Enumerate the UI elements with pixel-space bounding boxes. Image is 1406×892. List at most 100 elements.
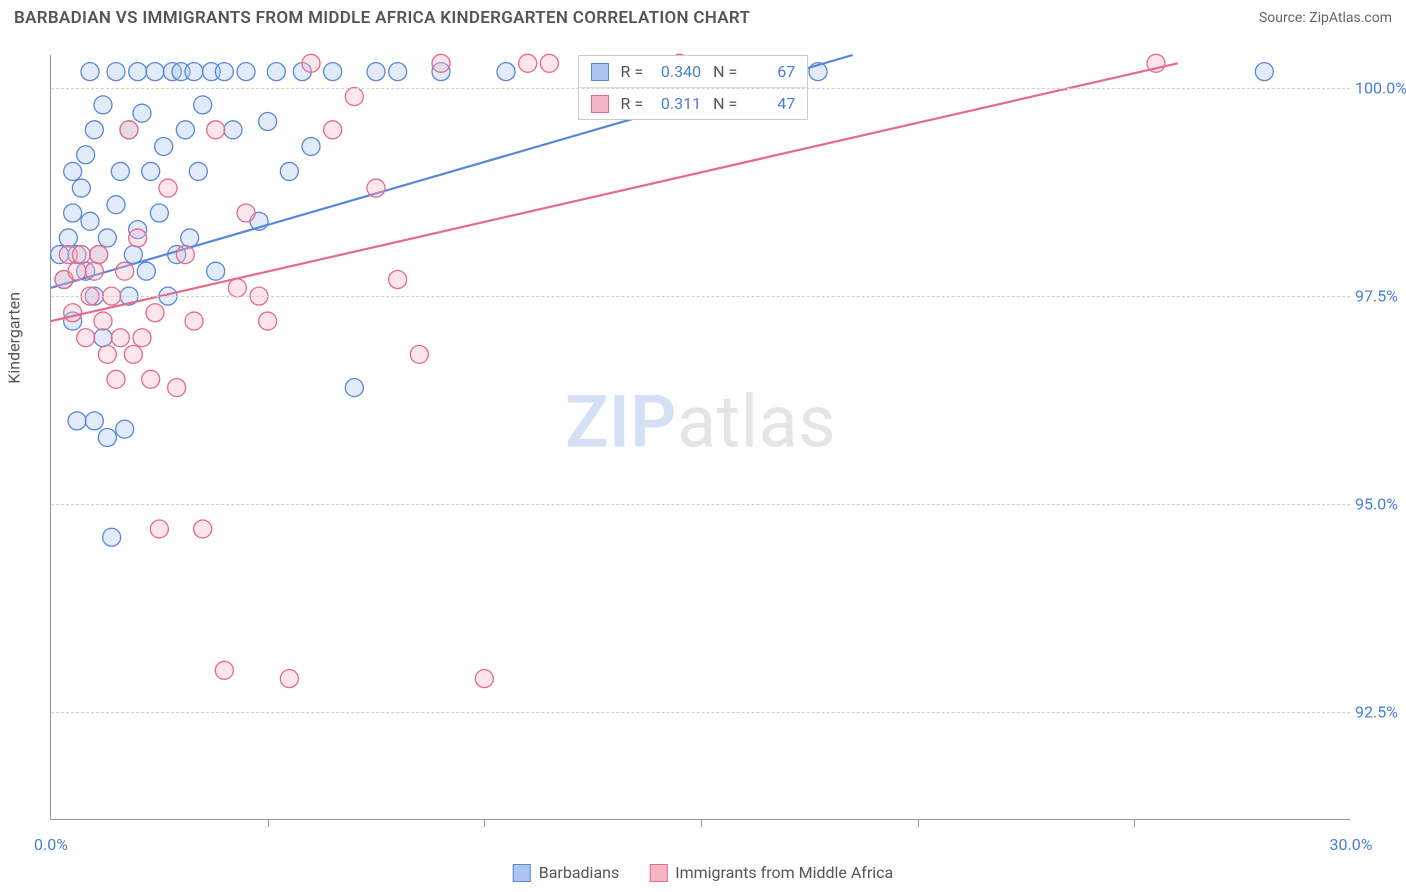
x-tick-label: 0.0%: [34, 835, 68, 854]
legend-swatch: [513, 864, 531, 882]
scatter-point: [85, 412, 103, 430]
source-attribution: Source: ZipAtlas.com: [1259, 10, 1392, 26]
scatter-point: [324, 121, 342, 139]
scatter-point: [159, 179, 177, 197]
scatter-point: [410, 345, 428, 363]
y-tick-label: 100.0%: [1355, 79, 1406, 98]
scatter-point: [189, 162, 207, 180]
scatter-point: [129, 229, 147, 247]
scatter-point: [94, 312, 112, 330]
stat-row: R =0.311N =47: [579, 88, 808, 119]
scatter-point: [168, 379, 186, 397]
scatter-point: [155, 137, 173, 155]
legend-item: Immigrants from Middle Africa: [649, 863, 893, 882]
scatter-point: [185, 63, 203, 81]
stat-swatch: [591, 95, 609, 113]
scatter-point: [107, 370, 125, 388]
scatter-point: [237, 63, 255, 81]
scatter-point: [176, 246, 194, 264]
scatter-point: [367, 179, 385, 197]
scatter-point: [81, 212, 99, 230]
scatter-point: [146, 63, 164, 81]
stat-r-label: R =: [621, 94, 644, 113]
chart-title: BARBADIAN VS IMMIGRANTS FROM MIDDLE AFRI…: [14, 8, 750, 28]
scatter-point: [207, 121, 225, 139]
scatter-point: [116, 262, 134, 280]
scatter-point: [59, 229, 77, 247]
legend-label: Barbadians: [539, 863, 620, 882]
scatter-point: [267, 63, 285, 81]
scatter-point: [259, 113, 277, 131]
x-minor-tick: [918, 819, 919, 827]
scatter-point: [302, 54, 320, 72]
scatter-point: [345, 88, 363, 106]
source-link[interactable]: ZipAtlas.com: [1309, 10, 1392, 26]
x-minor-tick: [701, 819, 702, 827]
scatter-point: [207, 262, 225, 280]
scatter-point: [280, 670, 298, 688]
gridline: [51, 296, 1350, 297]
scatter-point: [367, 63, 385, 81]
scatter-point: [64, 162, 82, 180]
gridline: [51, 712, 1350, 713]
scatter-point: [146, 304, 164, 322]
stat-r-value: 0.311: [655, 94, 701, 113]
scatter-point: [540, 54, 558, 72]
stat-n-value: 47: [749, 94, 795, 113]
stat-r-label: R =: [621, 62, 644, 81]
scatter-point: [185, 312, 203, 330]
scatter-point: [107, 196, 125, 214]
legend-item: Barbadians: [513, 863, 620, 882]
scatter-point: [77, 146, 95, 164]
scatter-point: [133, 329, 151, 347]
scatter-point: [237, 204, 255, 222]
scatter-point: [475, 670, 493, 688]
scatter-point: [194, 520, 212, 538]
x-minor-tick: [268, 819, 269, 827]
scatter-point: [94, 96, 112, 114]
x-minor-tick: [484, 819, 485, 827]
scatter-point: [64, 204, 82, 222]
legend-swatch: [649, 864, 667, 882]
scatter-point: [228, 279, 246, 297]
scatter-point: [77, 329, 95, 347]
stat-n-label: N =: [713, 62, 737, 81]
scatter-point: [497, 63, 515, 81]
scatter-point: [68, 262, 86, 280]
scatter-point: [389, 271, 407, 289]
scatter-point: [111, 329, 129, 347]
scatter-point: [142, 370, 160, 388]
scatter-point: [98, 429, 116, 447]
scatter-point: [68, 412, 86, 430]
scatter-point: [389, 63, 407, 81]
scatter-point: [72, 246, 90, 264]
stat-row: R =0.340N =67: [579, 56, 808, 88]
scatter-point: [116, 420, 134, 438]
scatter-point: [72, 179, 90, 197]
y-tick-label: 97.5%: [1355, 287, 1406, 306]
scatter-point: [1255, 63, 1273, 81]
scatter-point: [215, 63, 233, 81]
scatter-point: [215, 661, 233, 679]
stat-n-value: 67: [749, 62, 795, 81]
scatter-point: [94, 329, 112, 347]
scatter-point: [111, 162, 129, 180]
scatter-point: [150, 520, 168, 538]
legend-label: Immigrants from Middle Africa: [675, 863, 893, 882]
scatter-point: [150, 204, 168, 222]
scatter-point: [103, 528, 121, 546]
plot-svg: [51, 55, 1350, 819]
chart-header: BARBADIAN VS IMMIGRANTS FROM MIDDLE AFRI…: [0, 0, 1406, 32]
scatter-point: [133, 104, 151, 122]
scatter-point: [302, 137, 320, 155]
scatter-point: [259, 312, 277, 330]
stat-swatch: [591, 63, 609, 81]
scatter-point: [85, 262, 103, 280]
scatter-point: [324, 63, 342, 81]
y-tick-label: 95.0%: [1355, 495, 1406, 514]
scatter-point: [98, 345, 116, 363]
scatter-point: [98, 229, 116, 247]
x-tick-label: 30.0%: [1330, 835, 1373, 854]
scatter-point: [81, 63, 99, 81]
y-axis-label: Kindergarten: [5, 292, 24, 384]
